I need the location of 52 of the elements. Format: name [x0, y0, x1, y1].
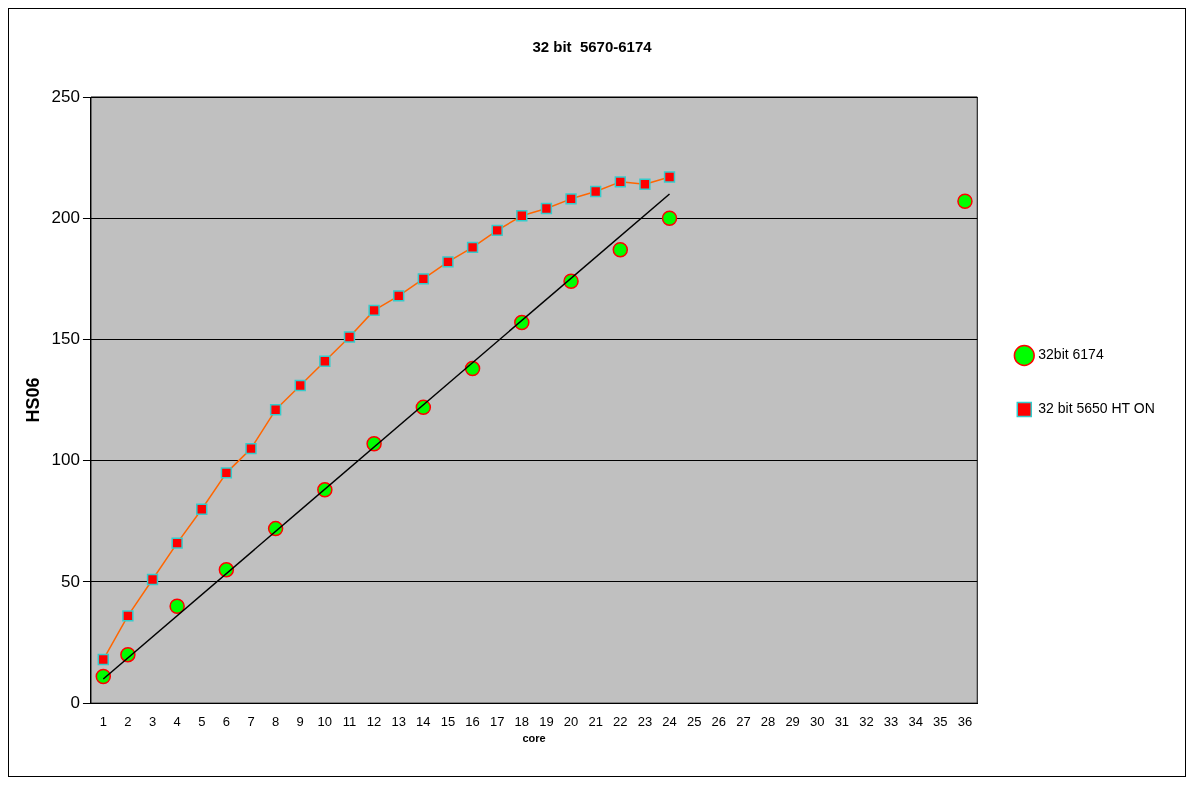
x-tick-label: 27	[736, 713, 751, 729]
point	[957, 193, 973, 210]
x-tick-label: 21	[588, 713, 603, 729]
chart-title: 32 bit 5670-6174	[532, 38, 653, 56]
y-tick-label: 100	[51, 450, 80, 470]
x-tick-label: 16	[465, 713, 480, 729]
x-tick-label: 11	[342, 713, 357, 729]
x-tick-label: 32	[859, 713, 874, 729]
point	[661, 210, 678, 226]
y-tick-label: 150	[51, 329, 80, 349]
y-axis-title: HS06	[22, 377, 43, 423]
x-tick-label: 5	[198, 713, 206, 729]
x-tick-label: 24	[662, 713, 677, 729]
x-tick-label: 22	[613, 713, 628, 729]
x-tick-label: 29	[785, 713, 800, 729]
y-tick-label: 250	[51, 86, 80, 106]
x-tick-label: 36	[957, 713, 973, 729]
y-tick-label: 0	[70, 692, 80, 712]
x-tick-label: 1	[99, 713, 107, 729]
point	[95, 668, 112, 685]
x-tick-label: 14	[416, 713, 431, 729]
x-tick-label: 15	[440, 713, 456, 729]
x-tick-label: 2	[124, 713, 132, 729]
x-tick-label: 13	[391, 713, 406, 729]
point	[612, 242, 629, 258]
x-axis-title: core	[522, 732, 546, 745]
x-tick-label: 33	[883, 713, 899, 729]
y-tick-label: 200	[51, 207, 80, 227]
x-tick-label: 6	[222, 713, 230, 729]
x-tick-label: 25	[686, 713, 702, 729]
x-tick-label: 31	[834, 713, 850, 729]
legend-label: 32 bit 5650 HT ON	[1038, 400, 1155, 417]
x-tick-label: 30	[810, 713, 825, 729]
x-tick-label: 35	[933, 713, 948, 729]
x-tick-label: 18	[514, 713, 530, 729]
legend-label: 32bit 6174	[1038, 346, 1104, 363]
x-tick-label: 3	[148, 713, 157, 729]
x-tick-label: 20	[563, 713, 579, 729]
x-tick-label: 4	[173, 713, 181, 729]
x-tick-label: 28	[760, 713, 776, 729]
x-tick-label: 8	[272, 713, 280, 729]
point	[169, 598, 185, 614]
x-tick-label: 19	[539, 713, 554, 729]
x-tick-label: 12	[366, 713, 382, 729]
x-tick-label: 23	[637, 713, 653, 729]
x-tick-label: 17	[489, 713, 505, 729]
x-tick-label: 9	[296, 713, 304, 729]
x-tick-label: 26	[711, 713, 726, 729]
x-tick-label: 10	[317, 713, 333, 729]
x-tick-label: 34	[908, 713, 923, 729]
y-tick-label: 50	[61, 571, 80, 591]
x-tick-label: 7	[247, 713, 255, 729]
